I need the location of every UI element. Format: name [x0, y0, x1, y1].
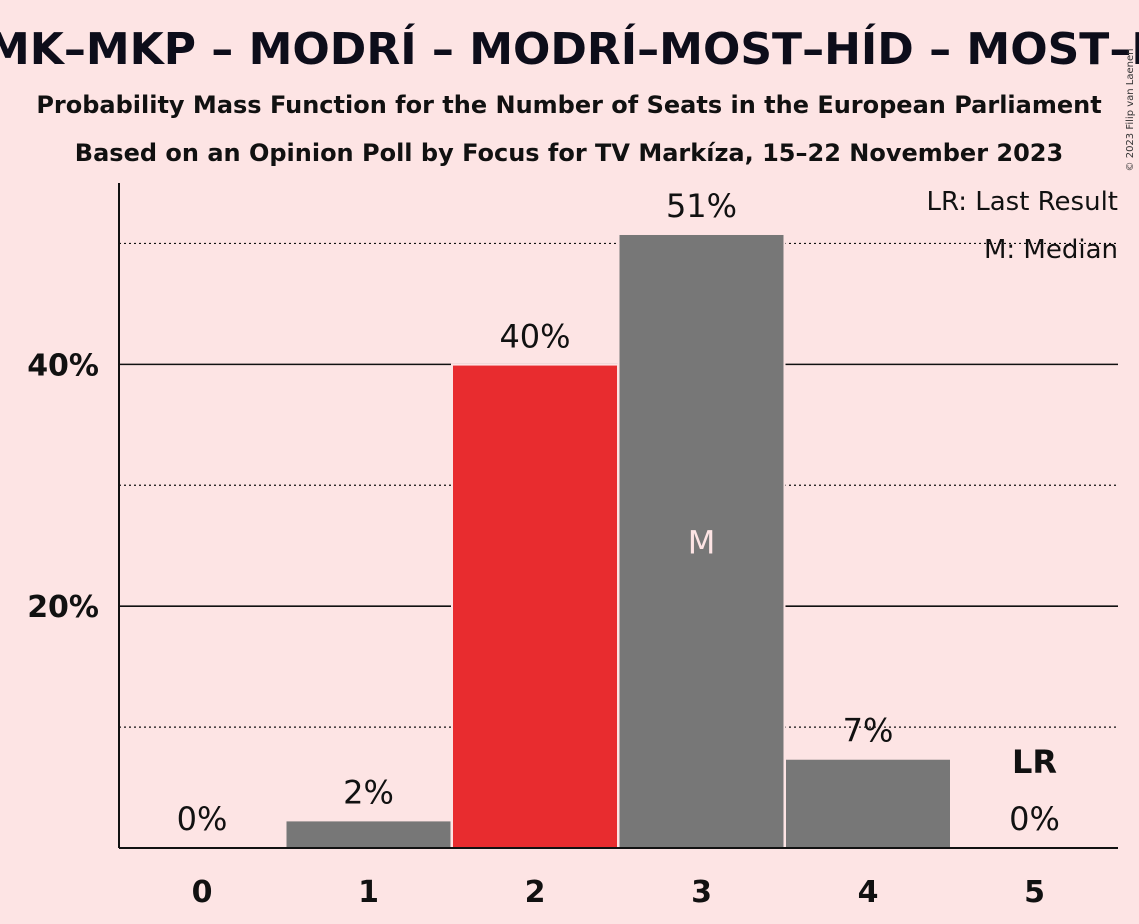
- y-tick-label: 20%: [27, 590, 99, 625]
- axis-ticks: 0 1 2 3 4 5 20% 40%: [27, 348, 1045, 910]
- legend-last-result: LR: Last Result: [926, 187, 1118, 217]
- y-tick-label: 40%: [27, 348, 99, 383]
- chart-title: – SMK–MKP – MODRÍ – MODRÍ–MOST–HÍD – MOS…: [0, 22, 1139, 75]
- bar-seats-4: [786, 759, 950, 848]
- x-tick-label: 4: [858, 875, 879, 910]
- x-tick-label: 1: [358, 875, 379, 910]
- chart-subtitle-poll: Based on an Opinion Poll by Focus for TV…: [75, 139, 1063, 167]
- chart-subtitle: Probability Mass Function for the Number…: [36, 91, 1101, 119]
- bar-value-label: 51%: [666, 187, 737, 225]
- legend-median: M: Median: [984, 235, 1118, 265]
- bar-seats-1: [286, 821, 451, 848]
- x-tick-label: 2: [525, 875, 546, 910]
- x-tick-label: 0: [192, 875, 213, 910]
- copyright-note: © 2023 Filip van Laenen: [1125, 49, 1136, 172]
- bar-value-label: 0%: [177, 800, 228, 838]
- bar-value-label: 7%: [843, 712, 894, 750]
- bars: [284, 232, 952, 848]
- median-marker: M: [688, 523, 716, 561]
- bar-seats-3: [619, 234, 784, 848]
- bar-value-label: 40%: [499, 318, 570, 356]
- x-tick-label: 3: [691, 875, 712, 910]
- x-tick-label: 5: [1024, 875, 1045, 910]
- bar-value-label: 2%: [343, 773, 394, 811]
- bar-seats-2: [453, 365, 617, 848]
- bar-value-label: 0%: [1009, 800, 1060, 838]
- bar-labels: 0% 2% 40% 51% M 7% 0% LR: [177, 187, 1060, 838]
- last-result-marker: LR: [1012, 743, 1057, 781]
